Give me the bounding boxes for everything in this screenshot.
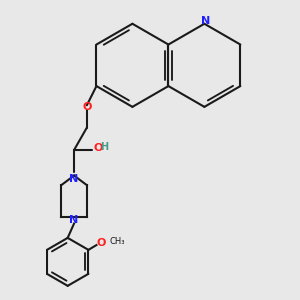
Text: N: N <box>69 215 79 225</box>
Text: O: O <box>93 143 103 153</box>
Text: N: N <box>69 174 79 184</box>
Text: H: H <box>100 142 109 152</box>
Text: O: O <box>82 102 92 112</box>
Text: O: O <box>97 238 106 248</box>
Text: N: N <box>201 16 211 26</box>
Text: CH₃: CH₃ <box>109 237 125 246</box>
